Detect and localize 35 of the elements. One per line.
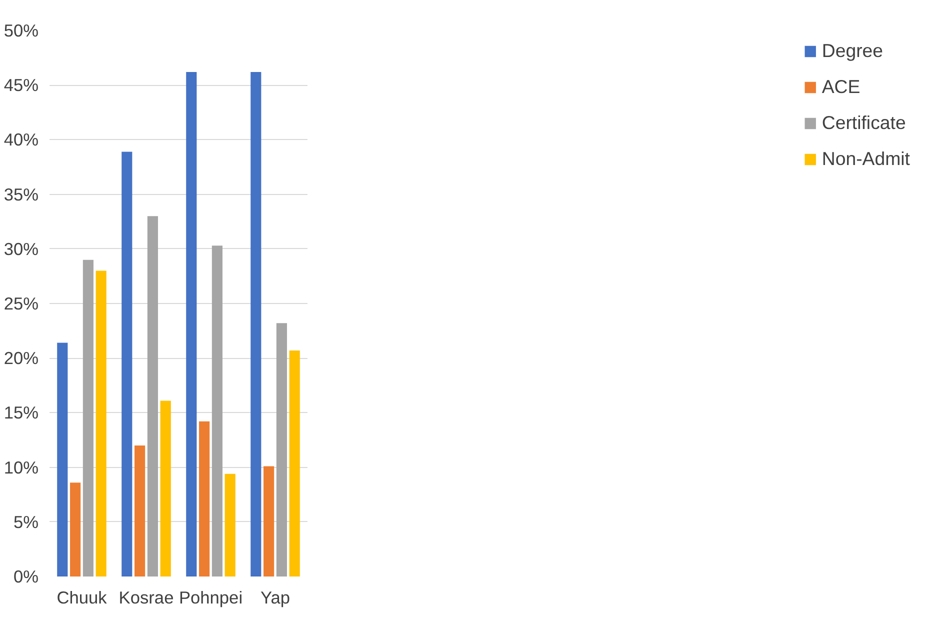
y-tick-label: 45% xyxy=(4,75,39,96)
bar xyxy=(264,466,274,576)
y-tick-label: 50% xyxy=(4,20,39,40)
bar xyxy=(82,260,94,576)
bar xyxy=(147,216,158,576)
y-tick-label: 15% xyxy=(4,402,39,423)
bar xyxy=(57,342,68,576)
bar xyxy=(289,350,300,576)
y-tick-label: 35% xyxy=(4,184,39,204)
legend-label: ACE xyxy=(822,76,860,98)
y-tick-label: 0% xyxy=(13,566,38,586)
y-tick-label: 30% xyxy=(4,238,39,259)
bar xyxy=(134,445,146,576)
bar xyxy=(160,400,171,576)
bar xyxy=(70,482,81,576)
x-tick-label: Yap xyxy=(260,588,290,608)
bar xyxy=(199,421,210,576)
x-tick-label: Kosrae xyxy=(118,588,174,608)
x-tick-label: Chuuk xyxy=(56,588,108,608)
y-tick-label: 5% xyxy=(13,512,38,532)
legend-label: Certificate xyxy=(822,112,906,134)
y-tick-label: 10% xyxy=(4,457,39,478)
bar xyxy=(276,323,287,576)
x-tick-label: Pohnpei xyxy=(178,588,243,608)
bar xyxy=(212,246,222,576)
bar xyxy=(122,152,132,576)
bar xyxy=(96,270,106,576)
bar xyxy=(250,72,262,576)
y-tick-label: 25% xyxy=(4,294,39,314)
legend-label: Degree xyxy=(822,40,884,62)
legend-label: Non-Admit xyxy=(822,148,910,170)
bar xyxy=(224,474,236,576)
bar xyxy=(186,72,197,576)
y-tick-label: 20% xyxy=(4,348,39,368)
y-tick-label: 40% xyxy=(4,130,39,150)
